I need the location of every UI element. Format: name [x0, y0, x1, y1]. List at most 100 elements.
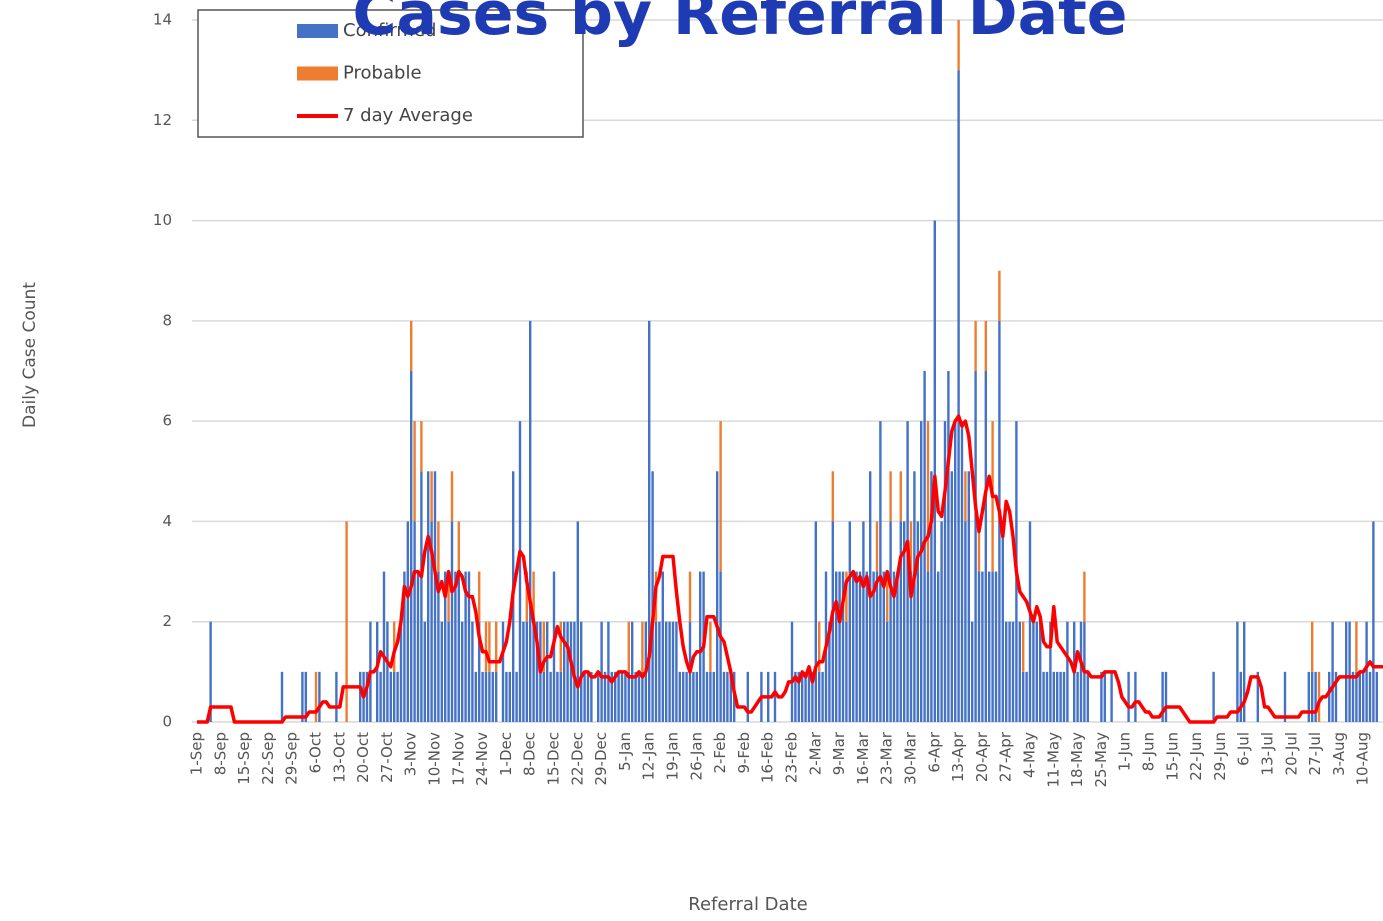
bar — [926, 571, 930, 722]
x-tick-label: 27-Oct — [378, 732, 396, 783]
bar — [903, 521, 906, 722]
bar — [450, 471, 454, 522]
bar — [886, 571, 889, 622]
bar — [600, 621, 603, 722]
bar — [678, 671, 681, 722]
bar — [875, 571, 879, 722]
bar — [1018, 621, 1021, 722]
x-tick-label: 13-Jul — [1259, 732, 1277, 775]
bar — [1028, 521, 1032, 722]
y-tick-label: 6 — [162, 412, 172, 430]
bar — [345, 521, 348, 722]
bar — [1079, 621, 1083, 722]
x-tick-label: 3-Nov — [402, 732, 420, 776]
bar — [637, 671, 641, 722]
bar — [879, 421, 882, 722]
bar — [818, 671, 821, 722]
bar — [1164, 671, 1168, 722]
bar — [420, 421, 423, 472]
bar — [811, 671, 814, 722]
bar — [437, 521, 440, 572]
bar — [559, 671, 562, 722]
legend-swatch — [297, 66, 338, 81]
bar — [1355, 621, 1358, 672]
bar — [532, 571, 535, 622]
bar — [671, 621, 675, 722]
bar — [848, 521, 851, 722]
bar — [416, 571, 420, 722]
bar — [413, 521, 416, 722]
bar — [1311, 671, 1314, 722]
bar — [1358, 671, 1361, 722]
bar — [440, 621, 443, 722]
bar — [1134, 671, 1137, 722]
bar — [845, 571, 848, 622]
bar — [899, 521, 902, 722]
bar — [569, 621, 573, 722]
bar — [722, 671, 726, 722]
x-tick-label: 20-Jul — [1282, 732, 1300, 775]
bar — [1365, 621, 1368, 722]
bar — [505, 671, 508, 722]
bar — [807, 671, 811, 722]
bar — [447, 621, 450, 722]
bar — [862, 521, 865, 722]
bar — [420, 471, 423, 722]
bar — [906, 421, 909, 722]
bar — [379, 671, 382, 722]
legend-label: Probable — [343, 63, 422, 84]
bar — [410, 320, 413, 371]
bar — [889, 471, 892, 522]
bar — [614, 671, 617, 722]
bar — [875, 521, 879, 572]
bar — [396, 671, 399, 722]
x-tick-label: 27-Jul — [1306, 732, 1324, 775]
bar — [1239, 671, 1242, 722]
x-tick-label: 1-Sep — [188, 732, 206, 775]
bar — [909, 521, 913, 572]
bar — [705, 671, 709, 722]
x-tick-label: 15-Dec — [545, 732, 563, 786]
bar — [889, 521, 892, 722]
bar — [1212, 671, 1215, 722]
x-tick-label: 9-Feb — [735, 732, 753, 774]
bar — [920, 421, 923, 722]
bar — [998, 270, 1001, 321]
bar — [444, 571, 447, 722]
bar — [845, 621, 848, 722]
y-tick-label: 12 — [153, 111, 172, 129]
bar — [447, 571, 450, 622]
bar — [804, 671, 807, 722]
bar — [542, 671, 545, 722]
bar — [627, 671, 630, 722]
bar — [1076, 671, 1079, 722]
bar — [654, 621, 658, 722]
bar — [478, 571, 481, 622]
bar — [631, 621, 634, 722]
x-tick-label: 16-Mar — [854, 731, 872, 785]
bar — [682, 671, 685, 722]
y-tick-label: 14 — [153, 11, 172, 29]
bar — [515, 671, 518, 722]
bar — [546, 621, 549, 722]
bar — [909, 571, 913, 722]
bar — [957, 70, 960, 722]
bar — [410, 371, 413, 722]
y-tick-label: 0 — [162, 713, 172, 731]
x-tick-label: 29-Dec — [592, 732, 610, 786]
bar — [529, 320, 532, 722]
bar — [977, 521, 981, 572]
bar — [501, 621, 505, 722]
bar — [726, 671, 729, 722]
bar — [913, 471, 916, 722]
bar — [607, 621, 610, 722]
x-tick-label: 26-Jan — [687, 732, 705, 780]
bar — [872, 571, 875, 722]
bar — [471, 621, 474, 722]
bar — [1307, 671, 1310, 722]
bar — [937, 571, 940, 722]
bar — [1086, 671, 1089, 722]
bar — [563, 621, 566, 722]
y-tick-label: 2 — [162, 612, 172, 630]
